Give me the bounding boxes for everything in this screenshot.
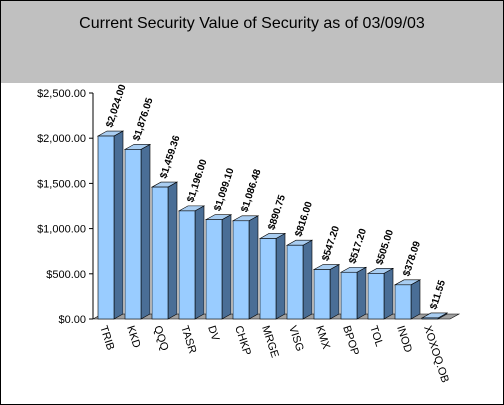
data-label: $378.09 xyxy=(401,240,423,278)
bar xyxy=(394,284,412,320)
category-label: VISG xyxy=(286,324,306,353)
bar-side xyxy=(113,130,124,320)
bar xyxy=(367,273,385,320)
bar xyxy=(151,186,169,320)
bar-side xyxy=(221,214,232,320)
data-label: $517.20 xyxy=(347,227,369,265)
bar xyxy=(259,238,277,320)
bar xyxy=(232,220,250,320)
bar xyxy=(421,317,439,320)
bar xyxy=(340,271,358,320)
y-tick-label: $2,000.00 xyxy=(37,133,86,145)
category-label: XOXOQ.OB xyxy=(421,324,451,384)
bar xyxy=(286,244,304,320)
data-label: $1,099.10 xyxy=(212,166,236,212)
data-label: $890.75 xyxy=(266,193,288,231)
bar-side xyxy=(194,205,205,320)
category-label: MRGE xyxy=(259,324,281,359)
category-label: QQQ xyxy=(151,324,170,353)
category-label: INOD xyxy=(394,324,414,354)
chart-title-area: Current Security Value of Security as of… xyxy=(1,1,503,83)
bar-side xyxy=(410,279,421,320)
data-label: $1,459.36 xyxy=(158,134,182,180)
category-label: KMX xyxy=(313,324,332,351)
bar-side xyxy=(140,143,151,320)
data-label: $2,024.00 xyxy=(104,83,128,129)
bar-side xyxy=(356,266,367,320)
bar-side xyxy=(329,264,340,320)
data-label: $1,086.48 xyxy=(239,168,263,214)
bar xyxy=(313,269,331,320)
data-label: $1,196.00 xyxy=(185,158,209,204)
bar-side xyxy=(275,232,286,320)
bar xyxy=(205,219,223,320)
bar xyxy=(97,135,115,320)
bar-side xyxy=(383,267,394,320)
y-tick-label: $500.00 xyxy=(46,269,86,281)
category-label: KKD xyxy=(124,324,142,349)
y-tick-label: $2,500.00 xyxy=(37,88,86,100)
chart-title: Current Security Value of Security as of… xyxy=(79,15,425,32)
category-label: DV xyxy=(205,324,221,343)
category-label: CHKP xyxy=(232,324,253,357)
category-label: TOL xyxy=(367,324,385,348)
bar-side xyxy=(302,239,313,320)
y-tick-label: $1,000.00 xyxy=(37,224,86,236)
data-label: $505.00 xyxy=(374,228,396,266)
y-tick-label: $0.00 xyxy=(58,314,86,326)
category-label: BPOP xyxy=(340,324,361,357)
bar-side xyxy=(167,181,178,320)
category-label: TASR xyxy=(178,324,198,355)
y-tick-label: $1,500.00 xyxy=(37,178,86,190)
bar xyxy=(124,149,142,320)
data-label: $547.20 xyxy=(320,224,342,262)
category-label: TRIB xyxy=(97,324,116,352)
data-label: $1,876.05 xyxy=(131,96,155,142)
data-label: $816.00 xyxy=(293,200,315,238)
data-label: $11.55 xyxy=(428,279,448,311)
bar-side xyxy=(248,215,259,320)
bar xyxy=(178,210,196,320)
